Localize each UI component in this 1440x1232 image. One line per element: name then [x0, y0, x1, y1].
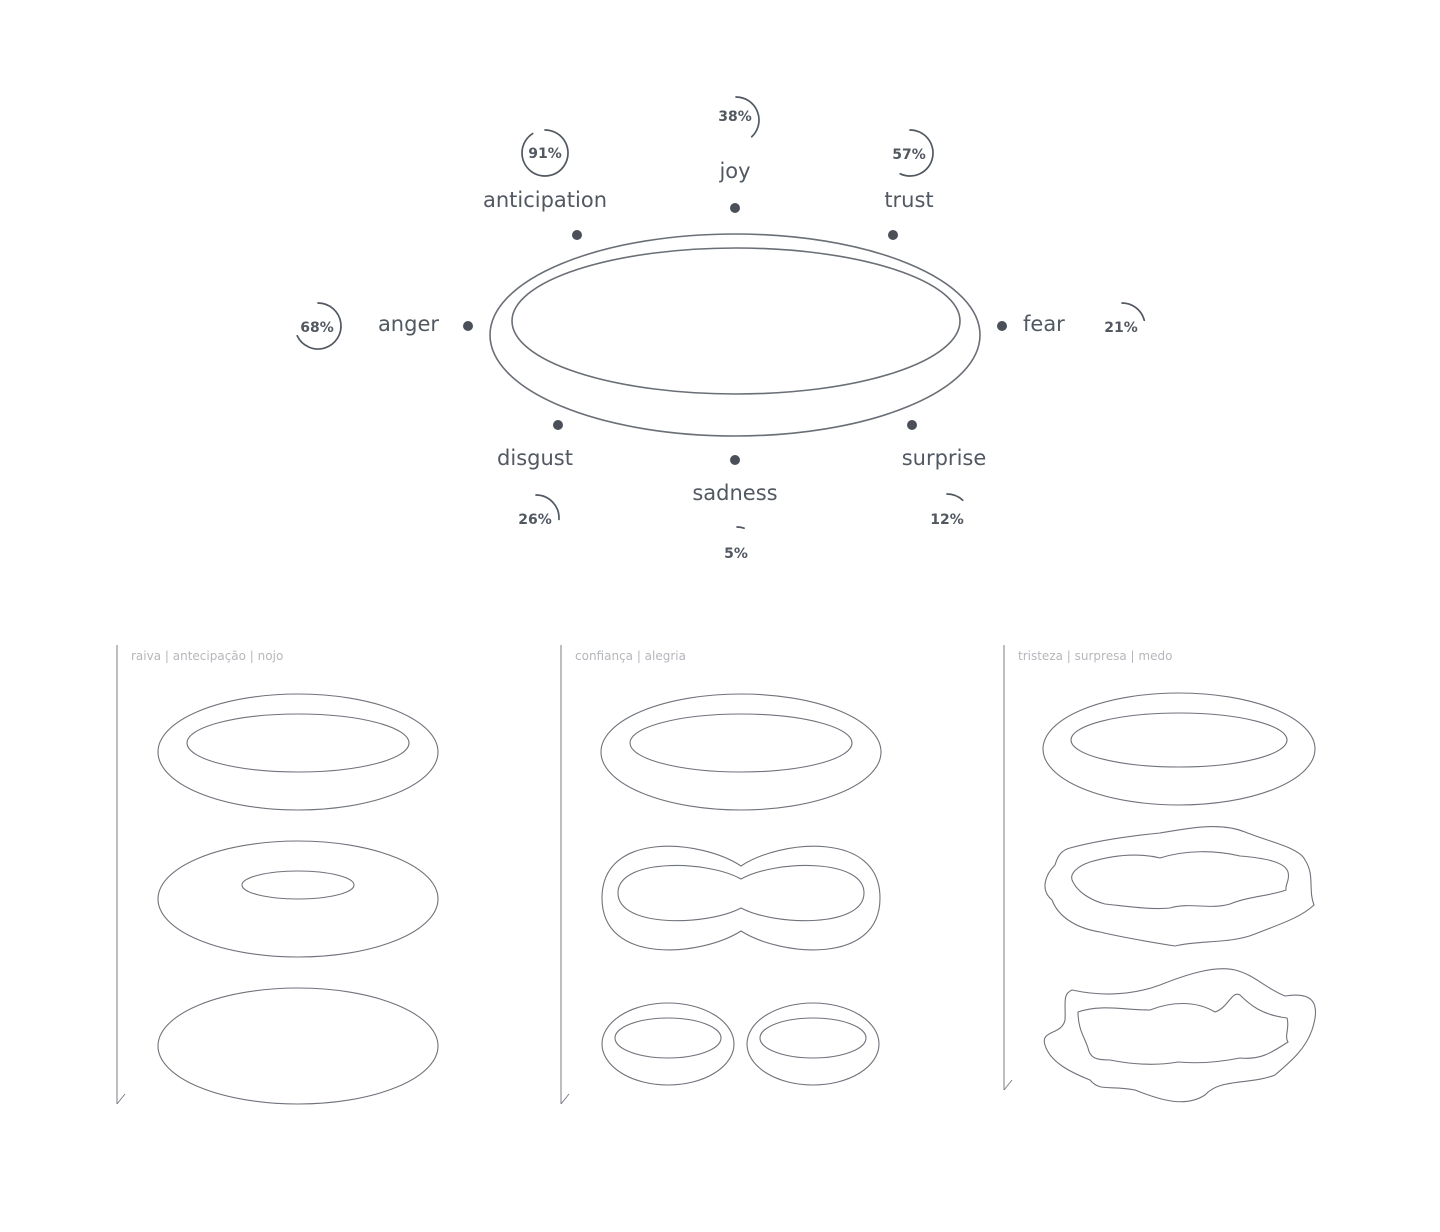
emotion-trust[interactable]: trust 57% [884, 129, 934, 240]
emotion-anticipation-dot [572, 230, 582, 240]
emotion-disgust-percent: 26% [518, 512, 552, 528]
emotion-anticipation[interactable]: anticipation 91% [483, 129, 607, 240]
emotion-disgust-gauge-arc [535, 494, 560, 521]
emotion-surprise[interactable]: surprise 12% [902, 420, 987, 528]
panel-3-shape-1 [1042, 692, 1316, 806]
emotion-fear-dot [997, 321, 1007, 331]
emotion-joy-dot [730, 203, 740, 213]
emotion-surprise-dot [907, 420, 917, 430]
emotion-joy[interactable]: joy 38% [718, 96, 760, 213]
emotion-fear[interactable]: fear 21% [997, 302, 1146, 336]
emotion-anger-label: anger [378, 312, 439, 336]
emotion-joy-percent: 38% [718, 109, 752, 125]
panel-2-caption: confiança | alegria [575, 649, 686, 663]
panel-3-shape-3 [1043, 968, 1317, 1103]
emotion-surprise-label: surprise [902, 446, 987, 470]
emotion-sadness-label: sadness [692, 481, 777, 505]
emotion-joy-gauge-arc [735, 96, 760, 138]
emotion-fear-percent: 21% [1104, 320, 1138, 336]
panel-1-axis [116, 645, 126, 1105]
panel-2-shape-3 [601, 1002, 880, 1086]
emotion-trust-gauge-arc [899, 129, 934, 177]
emotion-anger-dot [463, 321, 473, 331]
emotion-sadness[interactable]: sadness 5% [692, 455, 778, 562]
emotion-surprise-percent: 12% [930, 512, 964, 528]
panel-2-shape-2 [601, 845, 881, 951]
emotion-joy-label: joy [718, 159, 750, 183]
emotion-disgust-dot [553, 420, 563, 430]
emotion-fear-gauge-arc [1121, 302, 1146, 322]
emotion-anticipation-gauge-arc [521, 129, 569, 177]
emotion-sadness-gauge-arc [736, 526, 745, 529]
panel-2: confiança | alegria [560, 645, 882, 1105]
emotion-trust-percent: 57% [892, 147, 926, 163]
panel-3-shape-2 [1044, 826, 1315, 947]
emotion-fear-label: fear [1023, 312, 1065, 336]
emotion-anticipation-label: anticipation [483, 188, 607, 212]
panel-1-caption: raiva | antecipação | nojo [131, 649, 283, 663]
emotion-anticipation-percent: 91% [528, 146, 562, 162]
emotion-sadness-dot [730, 455, 740, 465]
panel-3-axis [1003, 645, 1013, 1091]
emotion-disgust[interactable]: disgust 26% [497, 420, 573, 528]
emotion-anger-percent: 68% [300, 320, 334, 336]
emotion-sadness-percent: 5% [724, 546, 748, 562]
panel-1-shape-1 [157, 693, 439, 811]
central-inner-ring [511, 247, 961, 395]
emotion-trust-dot [888, 230, 898, 240]
panel-2-axis [560, 645, 570, 1105]
central-outer-ring [489, 233, 981, 437]
panel-2-shape-1 [600, 693, 882, 811]
panel-3-caption: tristeza | surpresa | medo [1018, 649, 1172, 663]
panel-1-shape-2 [157, 840, 439, 958]
emotion-disgust-label: disgust [497, 446, 573, 470]
panel-1-shape-3 [157, 987, 439, 1105]
panel-3: tristeza | surpresa | medo [1003, 645, 1317, 1103]
emotion-wheel: joy 38% trust 57% fear 21% surprise 12% [296, 96, 1146, 562]
emotion-anger[interactable]: anger 68% [296, 302, 473, 350]
panel-1: raiva | antecipação | nojo [116, 645, 439, 1105]
emotion-surprise-gauge-arc [946, 493, 964, 502]
emotion-trust-label: trust [884, 188, 933, 212]
emotion-anger-gauge-arc [296, 302, 342, 350]
